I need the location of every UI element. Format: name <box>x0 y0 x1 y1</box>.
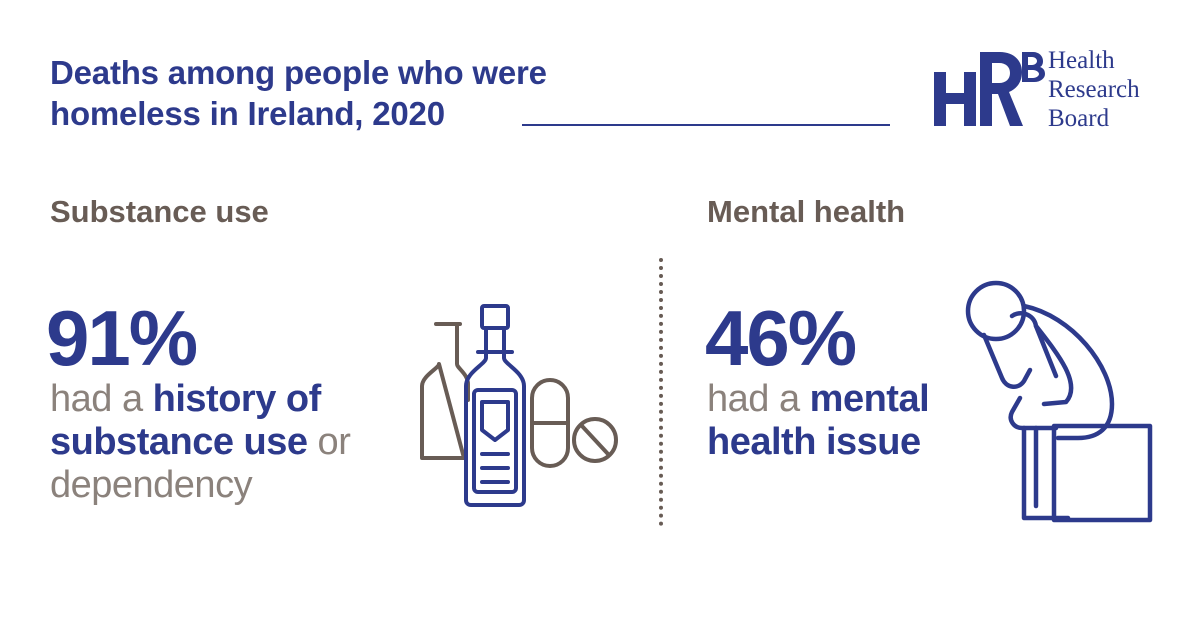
page-title: Deaths among people who were homeless in… <box>50 52 630 134</box>
page-title-line-1: Deaths among people who were <box>50 54 547 91</box>
section-divider <box>659 258 663 526</box>
logo-line-health: Health <box>1048 47 1115 74</box>
bottles-and-pills-icon <box>420 304 618 507</box>
page-title-line-2: homeless in Ireland, 2020 <box>50 95 445 132</box>
logo-line-research: Research <box>1048 76 1140 103</box>
mental-description: had a mental health issue <box>707 378 987 464</box>
substance-text-highlight: history of substance use <box>50 378 321 463</box>
mental-text-highlight: mental health issue <box>707 378 930 463</box>
distressed-person-icon <box>965 280 1153 523</box>
logo-line-board: Board <box>1048 105 1110 132</box>
mental-health-heading: Mental health <box>707 194 906 229</box>
hrb-logo-mark <box>934 52 1045 126</box>
substance-description: had a history of substance use or depend… <box>50 378 410 507</box>
hrb-logo-text: Health Research Board <box>1048 46 1140 133</box>
mental-text-a: had a <box>707 378 810 420</box>
mental-percent: 46% <box>705 294 857 382</box>
title-underline <box>522 124 890 126</box>
substance-use-heading: Substance use <box>50 194 269 229</box>
substance-percent: 91% <box>46 294 198 382</box>
substance-text-c: or dependency <box>50 421 351 506</box>
substance-text-a: had a <box>50 378 153 420</box>
